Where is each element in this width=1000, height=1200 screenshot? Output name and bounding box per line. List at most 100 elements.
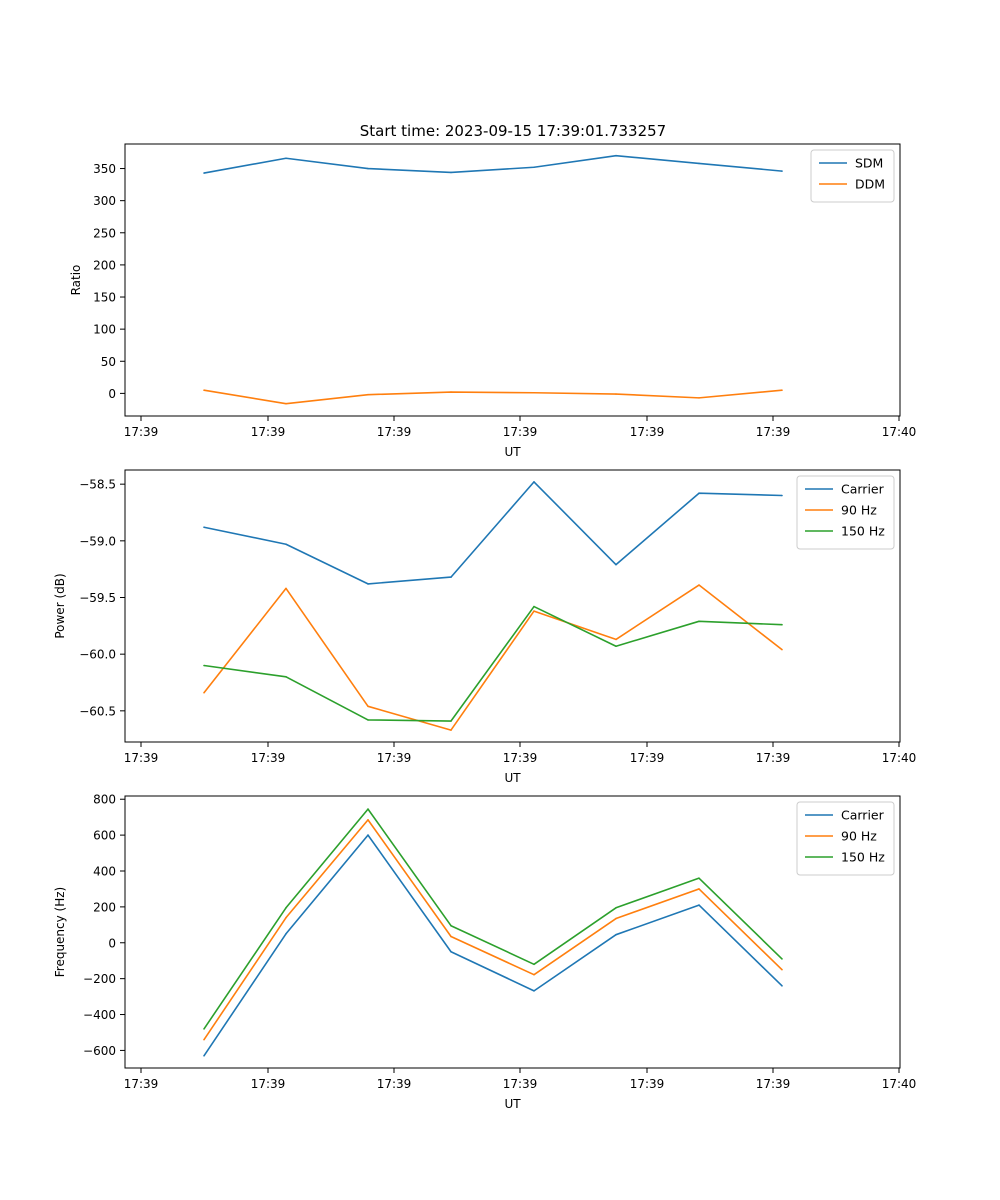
y-tick-label: −60.5: [79, 704, 116, 718]
x-tick-label: 17:39: [630, 425, 665, 439]
data-point: [203, 172, 205, 174]
series-line-ddm: [203, 389, 783, 405]
legend-label: SDM: [855, 156, 883, 171]
series-line-carrier: [203, 481, 783, 585]
data-point: [203, 1038, 205, 1041]
data-point: [367, 834, 369, 836]
data-point: [367, 808, 369, 810]
data-point: [533, 973, 535, 976]
data-point: [450, 924, 452, 927]
y-tick-label: 200: [93, 258, 116, 272]
x-tick-label: 17:39: [503, 1077, 538, 1091]
data-point: [285, 587, 287, 590]
data-point: [450, 720, 452, 722]
series-line-carrier: [203, 834, 783, 1057]
data-point: [533, 391, 535, 394]
data-point: [781, 389, 783, 391]
data-point: [615, 906, 617, 909]
series-line-90-hz: [203, 584, 783, 731]
y-tick-label: 800: [93, 793, 116, 807]
x-tick-label: 17:39: [251, 425, 286, 439]
y-tick-label: 100: [93, 323, 116, 337]
x-axis-label: UT: [504, 445, 521, 459]
x-tick-label: 17:40: [882, 751, 917, 765]
x-tick-label: 17:40: [882, 425, 917, 439]
plot-frame: [124, 143, 901, 417]
y-tick-label: 300: [93, 194, 116, 208]
data-point: [533, 481, 535, 483]
chart-title: Start time: 2023-09-15 17:39:01.733257: [360, 122, 666, 140]
x-tick-label: 17:39: [630, 1077, 665, 1091]
data-point: [533, 166, 535, 169]
x-tick-label: 17:39: [756, 751, 791, 765]
data-point: [781, 968, 783, 971]
x-tick-label: 17:39: [630, 751, 665, 765]
data-point: [615, 645, 617, 648]
data-point: [285, 916, 287, 919]
data-point: [450, 935, 452, 938]
data-point: [285, 402, 287, 405]
x-tick-label: 17:39: [251, 1077, 286, 1091]
data-point: [450, 391, 452, 393]
data-point: [698, 162, 700, 165]
legend-label: 150 Hz: [841, 850, 885, 865]
x-tick-label: 17:39: [756, 1077, 791, 1091]
series-line-150-hz: [203, 605, 783, 722]
data-point: [450, 729, 452, 731]
data-point: [781, 494, 783, 497]
legend-label: Carrier: [841, 482, 885, 497]
y-tick-label: −400: [83, 1008, 116, 1022]
plot-frame: [124, 795, 901, 1069]
legend-label: Carrier: [841, 808, 885, 823]
data-point: [285, 676, 287, 678]
data-point: [285, 906, 287, 909]
y-tick-label: 50: [101, 355, 116, 369]
x-axis-label: UT: [504, 771, 521, 785]
y-tick-label: 0: [108, 936, 116, 950]
y-tick-label: 350: [93, 162, 116, 176]
y-tick-label: 600: [93, 829, 116, 843]
data-point: [203, 1028, 205, 1030]
data-point: [615, 917, 617, 920]
data-point: [367, 719, 369, 721]
x-tick-label: 17:39: [377, 425, 412, 439]
legend-label: DDM: [855, 177, 885, 192]
data-point: [615, 393, 617, 395]
data-point: [781, 958, 783, 960]
y-axis-label: Frequency (Hz): [53, 887, 67, 978]
y-tick-label: 250: [93, 226, 116, 240]
data-point: [698, 584, 700, 586]
data-point: [285, 543, 287, 546]
data-point: [203, 389, 205, 391]
chart-panel-2: 17:39 17:39 17:39 17:39 17:39 17:39 17:40 UT −60…: [53, 469, 917, 785]
plot-frame: [124, 469, 901, 743]
x-tick-label: 17:39: [756, 425, 791, 439]
data-point: [533, 990, 535, 992]
y-tick-label: −59.5: [79, 591, 116, 605]
data-point: [285, 157, 287, 160]
data-point: [367, 393, 369, 396]
chart-panel-3: 17:39 17:39 17:39 17:39 17:39 17:39 17:40 UT −60…: [53, 793, 916, 1111]
data-point: [367, 819, 369, 821]
y-axis-label: Ratio: [69, 265, 83, 296]
data-point: [781, 648, 783, 651]
data-point: [450, 171, 452, 174]
x-tick-label: 17:39: [503, 425, 538, 439]
data-point: [533, 605, 535, 608]
x-tick-label: 17:39: [124, 751, 159, 765]
y-tick-label: −58.5: [79, 478, 116, 492]
data-point: [615, 638, 617, 641]
y-tick-label: 0: [108, 387, 116, 401]
legend-label: 90 Hz: [841, 829, 877, 844]
data-point: [781, 985, 783, 987]
data-point: [698, 620, 700, 623]
y-tick-label: −60.0: [79, 648, 116, 662]
data-point: [781, 623, 783, 626]
data-point: [698, 877, 700, 879]
data-point: [203, 1055, 205, 1057]
x-tick-label: 17:39: [503, 751, 538, 765]
y-axis-label: Power (dB): [53, 573, 67, 638]
data-point: [615, 933, 617, 936]
x-tick-label: 17:39: [377, 751, 412, 765]
